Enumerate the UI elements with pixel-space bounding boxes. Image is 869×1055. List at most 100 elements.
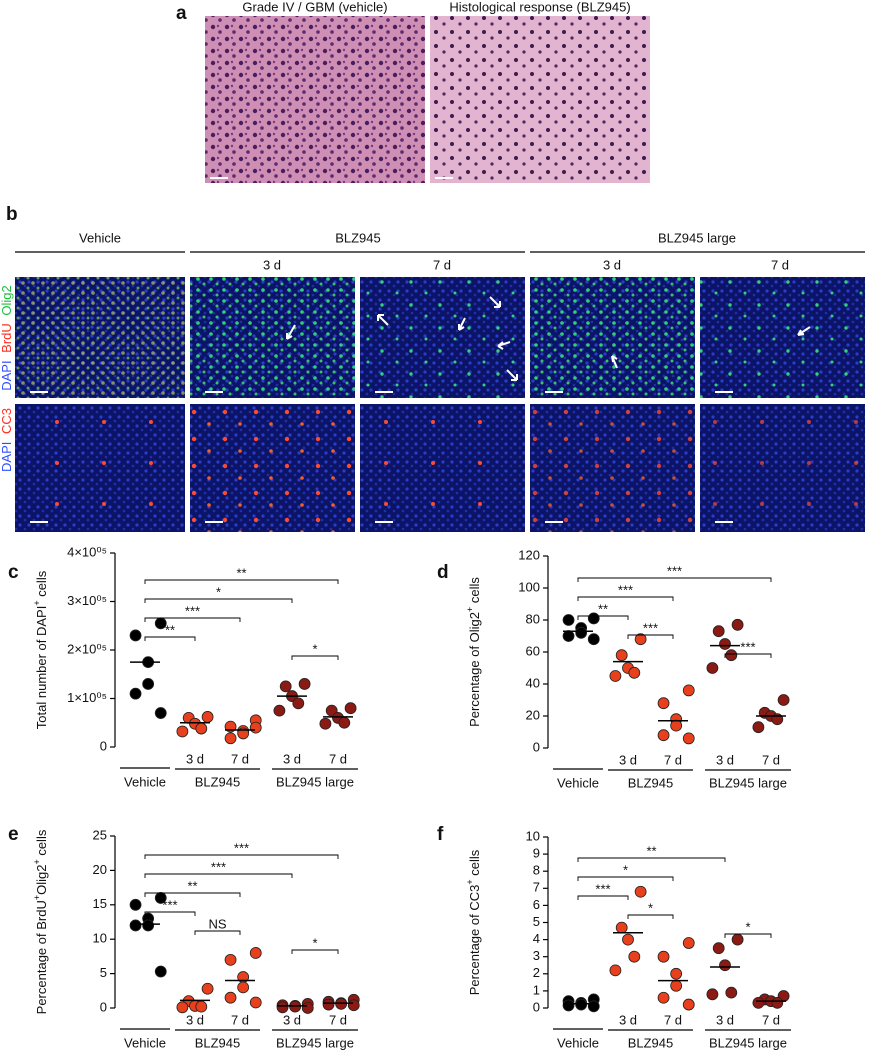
data-point [670,719,683,732]
data-point [575,998,588,1011]
y-tick-label: 7 [533,880,540,895]
data-point [609,670,622,682]
y-tick-label: 8 [533,863,540,878]
data-point [195,1000,208,1013]
data-point [615,649,628,662]
significance-label: *** [667,563,682,578]
y-tick-label: 10 [526,828,540,843]
group-label: BLZ945 [628,1035,674,1050]
fluorescence-row [15,277,865,398]
data-point [322,998,335,1011]
data-point [276,1001,289,1014]
data-point [249,947,262,959]
data-point [628,666,641,679]
y-tick-label: 20 [526,707,540,722]
micrograph-overlay [15,404,185,532]
data-point [752,721,765,734]
data-point [129,629,142,642]
group-label: BLZ945 large [276,1035,354,1050]
y-label-part: cells [467,577,482,607]
significance-label: * [623,862,628,877]
significance-label: ** [187,878,197,893]
x-tick-label: 3 d [716,1012,734,1027]
stain-label: DAPI BrdU Olig2 [0,285,14,391]
data-point [725,986,738,999]
significance-bracket [627,914,674,919]
data-point [224,953,237,966]
timepoint-label: 7 d [771,257,789,272]
y-tick-label: 3×10⁰⁵ [67,593,107,608]
x-tick-label: Vehicle [557,775,599,790]
data-point [154,965,167,978]
he-image [430,16,650,183]
group-label: BLZ945 [195,1035,241,1050]
panel-letter: d [437,562,449,583]
x-tick-label: 7 d [329,1012,347,1027]
data-point [731,618,744,631]
significance-bracket [144,579,339,584]
significance-label: ** [646,843,656,858]
timepoint-label: 7 d [433,257,451,272]
y-label-part: cells [34,570,49,600]
y-tick-label: 40 [526,675,540,690]
y-tick-label: 0 [100,999,107,1014]
y-tick-label: 10 [93,931,107,946]
significance-bracket [144,598,293,603]
y-tick-label: 0 [533,999,540,1014]
data-point [657,950,670,963]
data-point [771,996,784,1009]
significance-bracket [627,634,674,639]
data-point [682,684,695,697]
y-axis-label: Percentage of CC3+ cells [465,849,482,995]
micrograph-overlay [360,404,525,532]
y-tick-label: 9 [533,846,540,861]
data-point [142,678,155,690]
y-axis-label: Total number of DAPI+ cells [32,570,49,729]
significance-label: * [312,935,317,950]
y-label-part: Percentage of BrdU [34,900,49,1014]
stain: BrdU [0,323,14,353]
y-label-part: + [32,895,42,900]
panel-letter: a [176,3,187,24]
significance-label: *** [211,859,226,874]
significance-label: *** [618,582,633,597]
y-tick-label: 0 [533,739,540,754]
x-tick-label: 3 d [619,1012,637,1027]
arrow [458,317,466,331]
data-point [201,711,214,723]
fluorescence-row [15,404,865,532]
arrow [489,296,501,308]
data-point [628,950,641,963]
x-tick-label: 7 d [231,1012,249,1027]
data-point [587,1000,600,1013]
significance-bracket [144,911,196,916]
data-point [201,982,214,995]
significance-label: *** [185,603,200,618]
data-point [752,996,765,1009]
y-tick-label: 80 [526,611,540,626]
x-tick-label: 3 d [186,751,204,766]
timepoint-label: 3 d [263,257,281,272]
data-point [344,702,357,715]
y-tick-label: 4 [533,931,540,946]
y-tick-label: 3 [533,948,540,963]
significance-label: * [648,900,653,915]
data-point [129,919,142,932]
significance-bracket [577,596,674,601]
y-tick-label: 6 [533,897,540,912]
y-tick-label: 5 [533,914,540,929]
data-point [609,964,622,977]
x-tick-label: 7 d [762,752,780,767]
micrograph-overlay [360,277,525,398]
y-label-part: Olig2 [34,865,49,895]
y-tick-label: 25 [93,827,107,842]
data-point [224,991,237,1004]
data-point [682,998,695,1011]
image-caption: Histological response (BLZ945) [449,0,630,14]
significance-label: *** [643,620,658,635]
micrograph-overlay [530,277,695,398]
significance-label: *** [595,881,610,896]
group-label: BLZ945 large [709,1035,787,1050]
significance-bracket [144,636,196,641]
x-tick-label: 3 d [619,752,637,767]
